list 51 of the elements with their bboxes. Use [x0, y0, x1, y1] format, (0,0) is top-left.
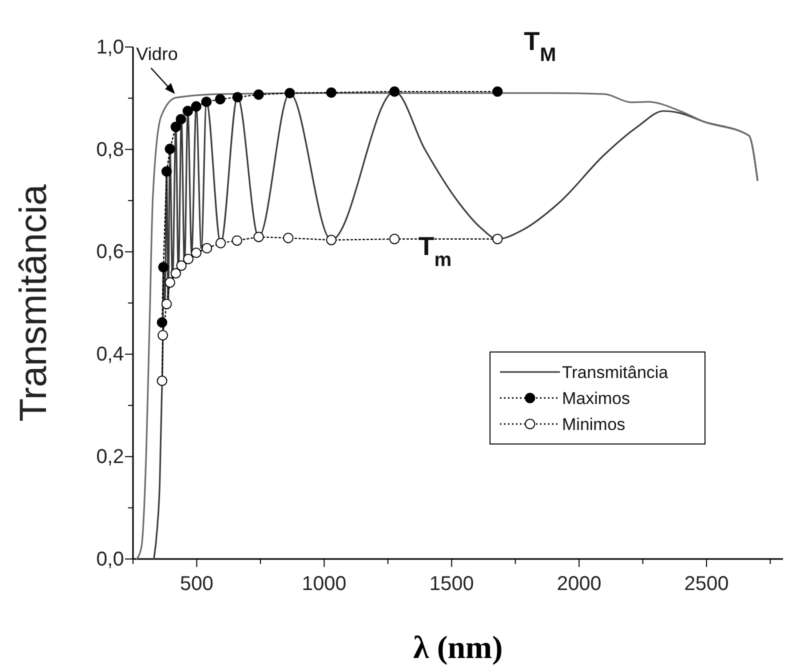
- point: [161, 166, 172, 177]
- point: [253, 89, 264, 100]
- point: [215, 238, 226, 248]
- y-tick-label: 0,0: [96, 548, 124, 570]
- x-tick-label: 2000: [556, 573, 602, 595]
- y-tick-label: 1,0: [96, 36, 124, 58]
- point: [326, 87, 337, 98]
- legend-label: Minimos: [562, 415, 626, 434]
- y-tick-label: 0,4: [96, 344, 124, 366]
- point: [214, 94, 226, 104]
- y-tick-label: 0,6: [96, 241, 124, 264]
- point: [176, 114, 186, 124]
- point: [389, 234, 400, 244]
- point: [190, 248, 202, 258]
- x-tick-label: 1500: [429, 573, 474, 595]
- point: [253, 232, 264, 242]
- annotation: Vidro: [136, 44, 178, 64]
- point: [201, 96, 212, 107]
- point: [190, 101, 202, 112]
- point: [164, 277, 176, 288]
- annotation: T$_{M}$: [524, 26, 556, 66]
- x-tick-label: 2500: [684, 573, 729, 595]
- point: [492, 86, 503, 97]
- point: [170, 122, 182, 132]
- point: [182, 106, 194, 116]
- point: [176, 260, 187, 271]
- point: [492, 234, 503, 244]
- y-tick-label: 0,8: [96, 138, 124, 161]
- point: [389, 86, 400, 97]
- point: [158, 330, 168, 340]
- x-axis-title: λ (nm): [413, 629, 503, 665]
- legend-label: Transmitância: [562, 363, 669, 382]
- point: [283, 232, 294, 244]
- point: [170, 268, 182, 279]
- point: [232, 235, 242, 246]
- point: [161, 298, 172, 310]
- point: [183, 254, 194, 264]
- y-tick-label: 0,2: [96, 446, 124, 468]
- point: [232, 92, 243, 102]
- point: [202, 243, 212, 254]
- point: [164, 144, 176, 154]
- x-tick-label: 500: [180, 573, 214, 595]
- point: [156, 376, 168, 386]
- point: [284, 88, 295, 98]
- y-axis-title: Transmitância: [13, 184, 55, 422]
- x-tick-label: 1000: [302, 573, 346, 595]
- point: [158, 262, 169, 272]
- point: [326, 234, 337, 246]
- legend-label: Maximos: [562, 389, 630, 408]
- annotation: T$_{m}$: [418, 231, 452, 271]
- point: [156, 317, 168, 328]
